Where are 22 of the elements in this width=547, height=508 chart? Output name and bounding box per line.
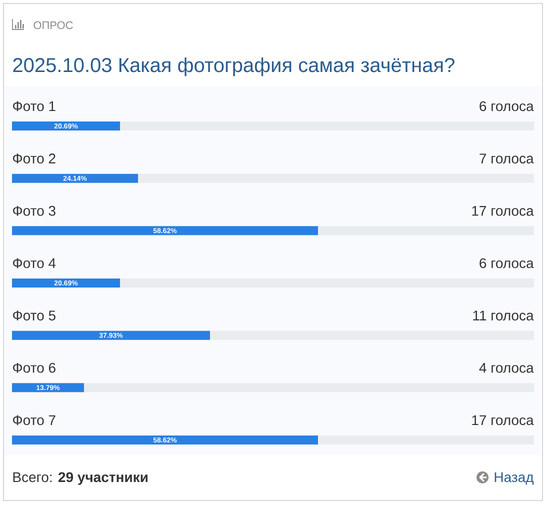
- chart-subtitle: ОПРОС: [34, 21, 73, 30]
- y-tick-label: Фото 5: [13, 310, 56, 320]
- y-tick-label: Фото 6: [13, 362, 56, 373]
- annotation: 11 голоса: [473, 310, 534, 320]
- annotation: 4 голоса: [479, 363, 534, 373]
- y-tick-label: Фото 2: [13, 154, 56, 164]
- y-tick-label: Фото 1: [13, 101, 56, 112]
- text: Назад: [494, 472, 534, 485]
- chart-title: 2025.10.03 Какая фотография самая зачётная?: [13, 57, 454, 76]
- bar: [12, 383, 84, 392]
- text: Всего: 29 участники: [13, 472, 148, 485]
- annotation: 17 голоса: [472, 415, 534, 426]
- annotation: 17 голоса: [472, 206, 534, 216]
- annotation: 7 голоса: [480, 154, 534, 164]
- bar: [12, 278, 120, 288]
- bar: [12, 174, 138, 183]
- y-tick-label: Фото 7: [13, 415, 56, 426]
- y-tick-label: Фото 4: [13, 258, 56, 268]
- annotation: 6 голоса: [480, 258, 534, 268]
- bar: [12, 121, 120, 130]
- annotation: 6 голоса: [480, 101, 534, 112]
- y-tick-label: Фото 3: [13, 206, 56, 216]
